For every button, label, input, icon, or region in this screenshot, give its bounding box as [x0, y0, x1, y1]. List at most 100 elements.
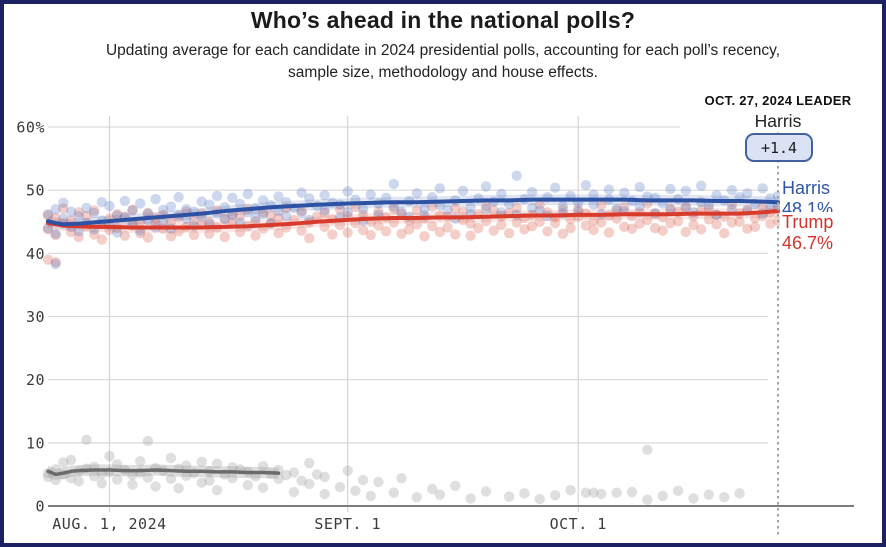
poll-dot-kennedy — [227, 462, 238, 473]
poll-dot-kennedy — [73, 476, 84, 487]
poll-dot-trump — [65, 226, 77, 238]
poll-dot-trump — [419, 231, 430, 242]
poll-dot-trump — [680, 201, 691, 212]
poll-dot-trump — [234, 226, 246, 238]
poll-dot-trump — [565, 222, 576, 234]
poll-dot-kennedy — [642, 444, 653, 455]
x-tick-label: OCT. 1 — [550, 515, 607, 533]
poll-dot-harris — [273, 191, 284, 202]
poll-dot-trump — [596, 200, 607, 211]
poll-dot-kennedy — [165, 473, 177, 485]
poll-dot-trump — [680, 226, 691, 238]
poll-dot-trump — [719, 227, 730, 239]
poll-dot-trump — [380, 226, 392, 237]
poll-dot-harris — [219, 214, 230, 225]
poll-dot-harris — [296, 207, 307, 219]
poll-dot-harris — [150, 193, 161, 205]
poll-dot-trump — [119, 230, 131, 241]
poll-dot-kennedy — [165, 452, 177, 464]
y-tick-label: 0 — [35, 498, 45, 516]
x-tick-label: AUG. 1, 2024 — [52, 515, 166, 533]
y-tick-label: 50 — [26, 182, 45, 200]
poll-dot-trump — [204, 216, 215, 227]
poll-dot-harris — [526, 186, 538, 198]
poll-dot-kennedy — [88, 471, 100, 482]
poll-dot-kennedy — [142, 472, 154, 483]
poll-dot-kennedy — [304, 457, 315, 469]
poll-dot-harris — [757, 183, 768, 194]
poll-dot-trump — [42, 224, 54, 235]
poll-dot-kennedy — [288, 486, 300, 498]
poll-dot-harris — [634, 201, 645, 212]
poll-dot-kennedy — [81, 434, 92, 445]
poll-dot-trump — [188, 229, 200, 241]
poll-dot-kennedy — [257, 461, 269, 472]
poll-dot-kennedy — [611, 487, 622, 498]
poll-dot-kennedy — [304, 478, 315, 490]
poll-dot-trump — [619, 221, 630, 233]
poll-dot-trump — [695, 224, 707, 235]
poll-dot-harris — [181, 203, 192, 215]
poll-dot-harris — [526, 202, 538, 214]
poll-dot-kennedy — [181, 460, 192, 471]
poll-dot-trump — [657, 225, 668, 236]
poll-dot-harris — [73, 226, 84, 237]
poll-dot-kennedy — [257, 482, 269, 493]
poll-dot-harris — [227, 210, 238, 221]
poll-dot-harris — [557, 200, 569, 212]
poll-dot-trump — [81, 210, 92, 222]
poll-dot-kennedy — [142, 435, 154, 447]
poll-dot-trump — [588, 215, 599, 226]
poll-dot-harris — [588, 199, 599, 210]
poll-dot-trump — [273, 212, 284, 224]
poll-dot-kennedy — [296, 475, 307, 486]
poll-dot-harris — [111, 210, 123, 221]
poll-dot-harris — [50, 228, 61, 239]
poll-dot-harris — [135, 198, 146, 209]
poll-dot-kennedy — [50, 474, 61, 486]
subtitle-line-2: sample size, methodology and house effec… — [288, 64, 598, 81]
poll-dot-kennedy — [204, 475, 215, 486]
poll-dot-harris — [357, 203, 369, 215]
poll-dot-harris — [81, 202, 92, 214]
y-tick-label: 60% — [16, 119, 45, 137]
poll-dot-harris — [342, 186, 353, 197]
poll-dot-kennedy — [450, 480, 461, 491]
poll-dot-harris — [242, 188, 253, 200]
poll-dot-trump — [442, 222, 453, 233]
poll-dot-harris — [227, 192, 238, 203]
poll-dot-kennedy — [588, 487, 599, 498]
y-tick-label: 10 — [26, 434, 45, 452]
poll-dot-trump — [496, 219, 507, 231]
poll-dot-harris — [196, 196, 207, 207]
poll-dot-trump — [165, 217, 177, 228]
poll-dot-harris — [111, 227, 123, 238]
page-subtitle: Updating average for each candidate in 2… — [0, 40, 886, 84]
poll-dot-kennedy — [111, 459, 123, 470]
poll-dot-kennedy — [565, 485, 576, 496]
poll-dot-kennedy — [411, 491, 423, 503]
poll-dot-harris — [588, 189, 599, 200]
poll-dot-kennedy — [196, 456, 207, 467]
poll-dot-kennedy — [127, 479, 138, 490]
poll-dot-kennedy — [334, 481, 346, 493]
poll-dot-kennedy — [281, 469, 292, 481]
poll-dot-trump — [503, 227, 515, 239]
poll-dot-harris — [211, 190, 223, 202]
poll-dot-kennedy — [104, 450, 115, 462]
poll-dot-trump — [42, 254, 54, 265]
poll-dot-harris — [42, 209, 54, 220]
poll-dot-harris — [173, 191, 184, 203]
poll-dot-trump — [188, 214, 200, 226]
poll-dot-harris — [611, 203, 622, 214]
poll-dot-trump — [665, 203, 676, 214]
poll-dot-harris — [58, 197, 69, 209]
poll-dot-harris — [127, 205, 138, 216]
trump-average-line — [46, 209, 780, 230]
poll-dot-trump — [204, 228, 215, 239]
poll-dot-trump — [726, 217, 738, 228]
leader-margin-badge: +1.4 — [745, 133, 813, 162]
poll-dot-trump — [219, 213, 230, 224]
poll-dot-trump — [557, 228, 569, 239]
